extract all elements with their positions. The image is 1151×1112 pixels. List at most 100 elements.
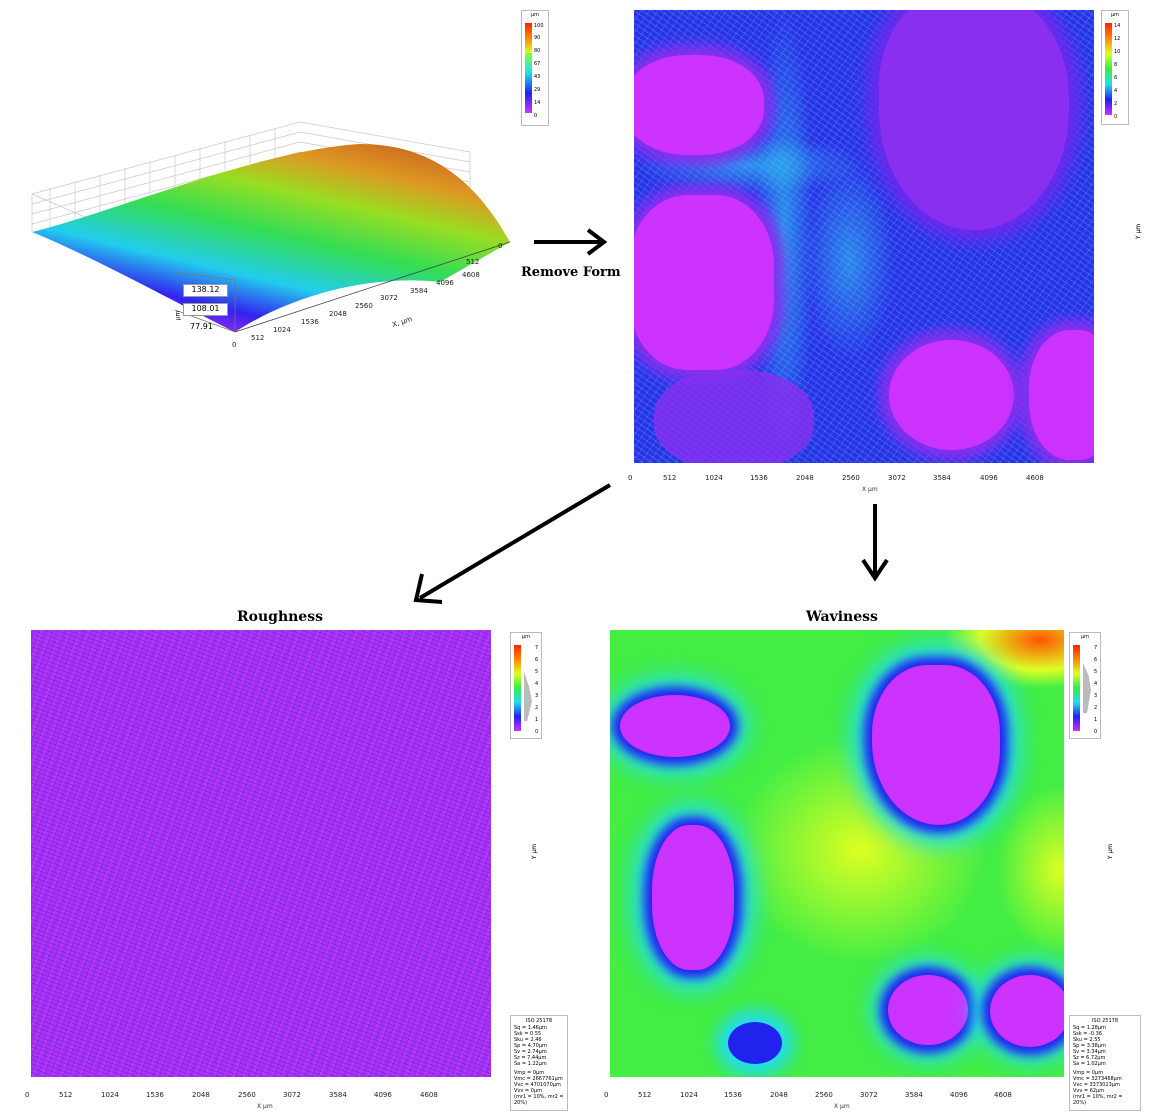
legend-value: 0 <box>535 729 539 735</box>
legend-value: 0 <box>1114 114 1118 120</box>
legend-value: 7 <box>535 645 539 651</box>
legend-value: 4 <box>1114 88 1118 94</box>
legend-value: 12 <box>1114 36 1121 42</box>
arrow-down-icon <box>861 504 889 582</box>
surface-3d-plot <box>31 121 511 333</box>
x-tick: 4608 <box>1026 474 1044 482</box>
y-axis-label: Y µm <box>1107 843 1115 860</box>
x-tick: 1536 <box>724 1091 742 1099</box>
stat-line: Sz = 6.72µm <box>1073 1055 1106 1061</box>
stat-line: Sa = 1.22µm <box>514 1061 547 1067</box>
stat-line: Sz = 7.44µm <box>514 1055 547 1061</box>
legend-value: 67 <box>534 61 541 67</box>
x-axis-label: X µm <box>834 1103 850 1110</box>
roughness-stats-box: ISO 25178 Sq = 1.46µm Ssk = 0.55 Sku = 2… <box>510 1015 568 1111</box>
x-tick: 4608 <box>420 1091 438 1099</box>
histogram <box>1083 663 1091 713</box>
surface-mesh <box>32 144 510 332</box>
surface-x-tick: 2560 <box>355 302 373 310</box>
x-tick: 1024 <box>101 1091 119 1099</box>
stat-line: Sq = 1.28µm <box>1073 1025 1106 1031</box>
legend-value: 6 <box>1114 75 1118 81</box>
surface-zero-label: 0 <box>232 341 237 349</box>
x-tick: 3584 <box>933 474 951 482</box>
stat-line: Sa = 1.02µm <box>1073 1061 1106 1067</box>
x-axis-label: X µm <box>257 1103 273 1110</box>
stat-line: Vmc = 2667761µm <box>514 1076 563 1082</box>
legend-unit: µm <box>1080 634 1090 640</box>
legend-value: 1 <box>1094 717 1098 723</box>
legend-unit: µm <box>530 12 540 18</box>
surface-x-tick: 1024 <box>273 326 291 334</box>
legend-value: 29 <box>534 87 541 93</box>
surface-x-tick: 4608 <box>462 271 480 279</box>
x-tick: 3072 <box>283 1091 301 1099</box>
x-tick: 1024 <box>680 1091 698 1099</box>
x-tick: 1536 <box>146 1091 164 1099</box>
surface-x-tick: 3072 <box>380 294 398 302</box>
stat-line: Sku = 2.46 <box>514 1037 542 1043</box>
legend-value: 1 <box>535 717 539 723</box>
stat-line: Vmp = 0µm <box>514 1070 545 1076</box>
histogram <box>524 671 532 721</box>
stats-header: ISO 25178 <box>525 1018 553 1024</box>
legend-value: 10 <box>1114 49 1121 55</box>
legend-value: 4 <box>535 681 539 687</box>
roughness-title: Roughness <box>237 609 323 625</box>
legend-value: 4 <box>1094 681 1098 687</box>
legend-colorbar <box>1073 645 1080 731</box>
height-label-mid: 108.01 <box>183 303 228 316</box>
legend-value: 2 <box>1114 101 1118 107</box>
surface-x-tick: 1536 <box>301 318 319 326</box>
legend-value: 14 <box>534 100 541 106</box>
legend-unit: µm <box>1110 12 1120 18</box>
stat-line: Vmp = 0µm <box>1073 1070 1104 1076</box>
waviness-heatmap <box>610 630 1064 1077</box>
x-tick: 512 <box>663 474 677 482</box>
y-axis-label: Y µm <box>531 843 539 860</box>
arrow-down-left-icon <box>413 483 612 604</box>
x-tick: 0 <box>604 1091 609 1099</box>
stat-line: Ssk = -0.36 <box>1073 1031 1102 1037</box>
legend-value: 2 <box>1094 705 1098 711</box>
stat-line: Vmc = 3273468µm <box>1073 1076 1122 1082</box>
legend-unit: µm <box>521 634 531 640</box>
z-axis-label: µm <box>174 310 182 321</box>
legend-value: 5 <box>1094 669 1098 675</box>
stat-line: Sv = 3.34µm <box>1073 1049 1106 1055</box>
stat-line: Vvc = 3373023µm <box>1073 1082 1120 1088</box>
legend-value: 2 <box>535 705 539 711</box>
stat-line: Sku = 2.55 <box>1073 1037 1101 1043</box>
x-tick: 2560 <box>815 1091 833 1099</box>
legend-value: 7 <box>1094 645 1098 651</box>
x-tick: 3584 <box>905 1091 923 1099</box>
legend-colorbar <box>1105 23 1112 115</box>
x-tick: 1024 <box>705 474 723 482</box>
waviness-title: Waviness <box>806 609 878 625</box>
x-tick: 4096 <box>950 1091 968 1099</box>
height-label-low: 77.91 <box>190 322 213 331</box>
x-tick: 2560 <box>238 1091 256 1099</box>
legend-colorbar-bottom <box>525 53 532 113</box>
legend-value: 0 <box>534 113 538 119</box>
removed-color-legend: µm 14 12 10 8 6 4 2 0 <box>1101 10 1129 125</box>
x-tick: 4608 <box>994 1091 1012 1099</box>
x-tick: 3584 <box>329 1091 347 1099</box>
y-axis-label: Y µm <box>1135 223 1143 240</box>
surface-y-tick: 512 <box>466 258 480 266</box>
legend-colorbar-top <box>525 23 532 53</box>
x-tick: 2560 <box>842 474 860 482</box>
form-color-legend: µm 100 90 80 67 43 29 14 0 <box>521 10 549 126</box>
x-axis-label: X µm <box>862 486 878 493</box>
x-tick: 3072 <box>888 474 906 482</box>
legend-value: 6 <box>1094 657 1098 663</box>
stat-line: (mr1 = 10%, mr2 = 20%) <box>1073 1094 1123 1106</box>
x-tick: 512 <box>638 1091 652 1099</box>
arrow-right-icon <box>534 228 608 256</box>
stat-line: Vvv = 0µm <box>514 1088 542 1094</box>
stat-line: Sv = 2.74µm <box>514 1049 547 1055</box>
x-tick: 512 <box>59 1091 73 1099</box>
x-tick: 0 <box>25 1091 30 1099</box>
waviness-color-legend: µm 7 6 5 4 3 2 1 0 <box>1069 632 1101 739</box>
surface-x-tick: 3584 <box>410 287 428 295</box>
